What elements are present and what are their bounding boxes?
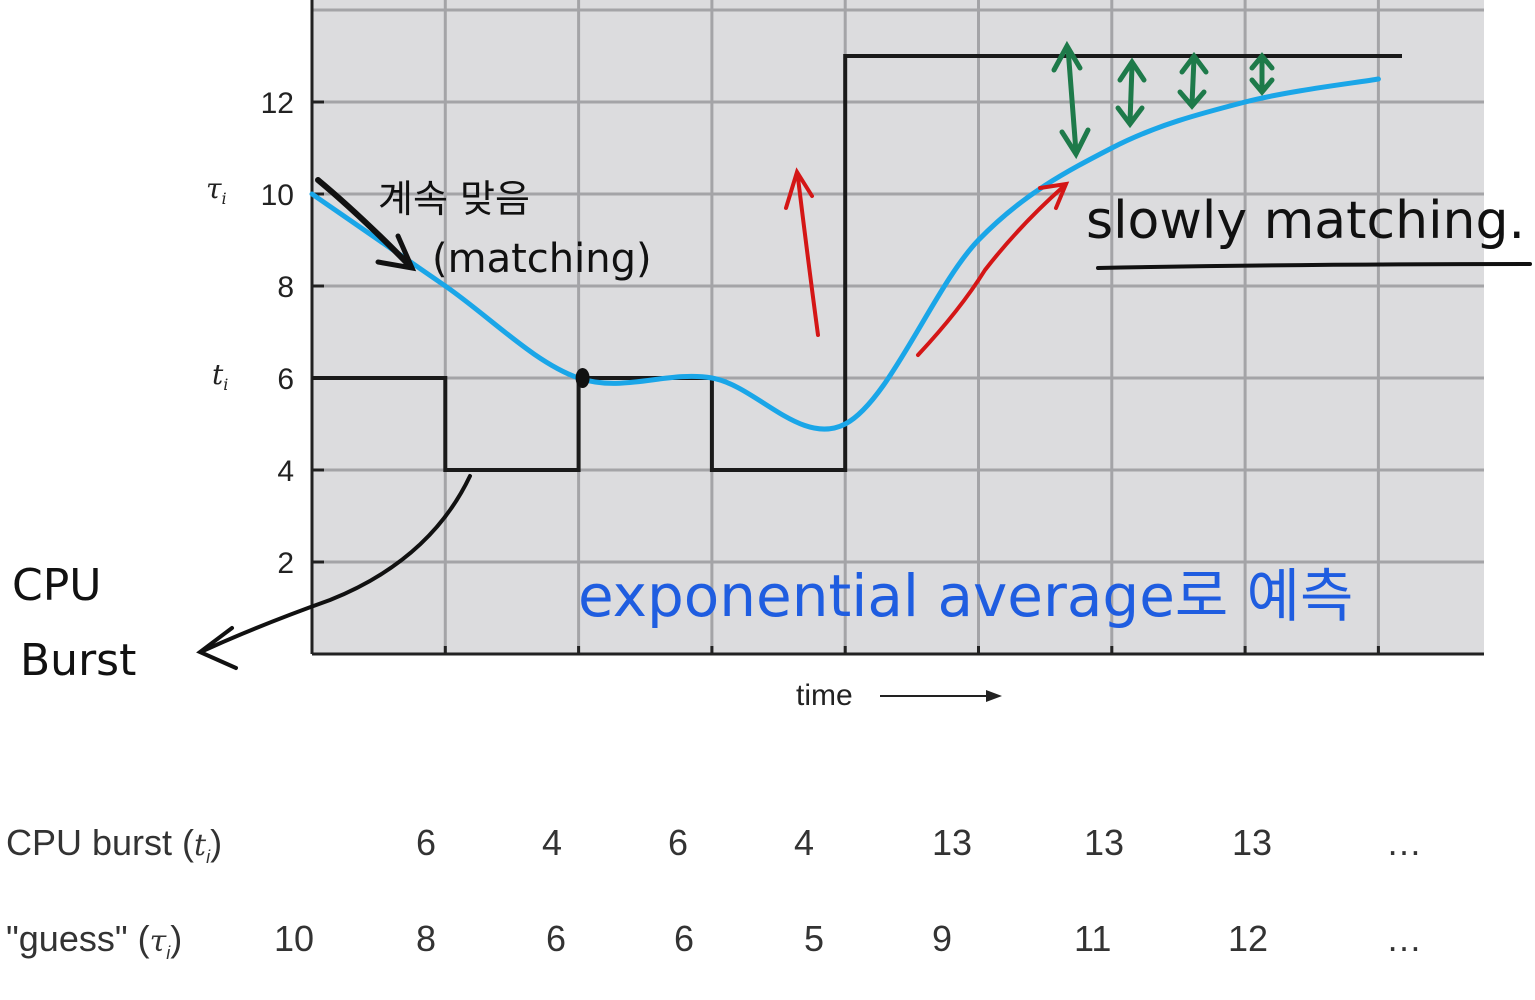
guess-value-cell: 12 xyxy=(1228,918,1269,959)
x-axis-ticks xyxy=(443,646,1380,654)
x-axis-arrow xyxy=(880,690,1002,702)
exponential-note: exponential average로 예측 xyxy=(578,562,1353,630)
intersection-dot xyxy=(575,368,590,388)
y-tick-label: 8 xyxy=(277,271,294,304)
burst-value-cell: 13 xyxy=(1232,822,1273,863)
burst-value-cell: 13 xyxy=(932,822,973,863)
burst-value-cell: 6 xyxy=(416,822,437,863)
tau-i-symbol: τi xyxy=(206,172,227,208)
red-up-arrow xyxy=(796,176,820,337)
y-tick-label: 12 xyxy=(261,87,294,120)
y-tick-label: 4 xyxy=(277,455,294,488)
matching-note: (matching) xyxy=(432,236,652,282)
black-arrow xyxy=(315,177,413,269)
cpu-note: CPU xyxy=(12,560,101,611)
y-tick-label: 2 xyxy=(277,547,294,580)
guess-value-cell: 9 xyxy=(932,918,953,959)
korean-note: 계속 맞음 xyxy=(378,177,530,221)
y-tick-label: 10 xyxy=(261,179,294,212)
guess-value-cell: 10 xyxy=(274,918,315,959)
guess-value-cell: 5 xyxy=(804,918,825,959)
guess-row-label: "guess" (τi) xyxy=(6,918,183,964)
t-i-symbol: ti xyxy=(212,358,228,394)
burst-value-cell: 6 xyxy=(668,822,689,863)
guess-table-row: "guess" (τi) 10 8 6 6 5 9 11 12 … xyxy=(0,918,1535,978)
guess-series xyxy=(309,76,1381,432)
guess-curve xyxy=(309,76,1381,432)
guess-value-cell: 6 xyxy=(674,918,695,959)
cpu-burst-series xyxy=(312,54,1402,472)
plot-area xyxy=(312,0,1484,654)
burst-step-line xyxy=(312,54,1402,472)
burst-value-cell: 4 xyxy=(794,822,815,863)
grid xyxy=(310,0,1484,656)
burst-value-cell: … xyxy=(1386,822,1422,863)
slowly-matching-note: slowly matching. xyxy=(1086,191,1525,251)
guess-value-cell: 8 xyxy=(416,918,437,959)
guess-value-cell: 11 xyxy=(1074,918,1112,959)
burst-table-row: CPU burst (ti) 6 4 6 4 13 13 13 … xyxy=(0,822,1535,882)
red-diagonal-arrow xyxy=(916,184,1066,357)
burst-note: Burst xyxy=(20,635,136,686)
burst-value-cell: 13 xyxy=(1084,822,1125,863)
x-axis-label: time xyxy=(796,679,853,712)
green-gap-arrows xyxy=(1051,40,1275,160)
burst-callout-arrow xyxy=(203,474,472,652)
handwritten-annotations: 계속 맞음 (matching) CPU Burst slowly matchi… xyxy=(12,40,1532,686)
underline xyxy=(1096,262,1532,270)
burst-value-cell: 4 xyxy=(542,822,563,863)
guess-value-cell: … xyxy=(1386,918,1422,959)
guess-value-cell: 6 xyxy=(546,918,567,959)
burst-row-label: CPU burst (ti) xyxy=(6,822,223,868)
y-tick-label: 6 xyxy=(277,363,294,396)
